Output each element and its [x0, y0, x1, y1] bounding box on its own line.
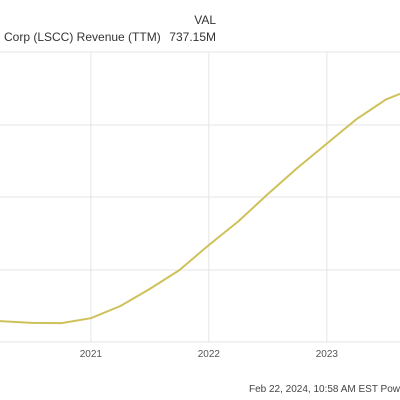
legend-series-label: Corp (LSCC) Revenue (TTM) — [4, 30, 161, 44]
series-layer — [0, 92, 400, 325]
revenue-series-line — [0, 92, 400, 325]
legend: VAL Corp (LSCC) Revenue (TTM) 737.15M — [4, 13, 216, 44]
x-tick-label: 2023 — [316, 349, 339, 360]
legend-value-header: VAL — [194, 13, 216, 27]
grid-lines — [0, 51, 400, 343]
legend-value: 737.15M — [169, 30, 216, 44]
x-tick-label: 2022 — [198, 349, 221, 360]
x-axis-ticks: 2021 2022 2023 — [80, 349, 339, 360]
footer-timestamp: Feb 22, 2024, 10:58 AM EST Pow — [249, 384, 400, 395]
x-tick-label: 2021 — [80, 349, 103, 360]
